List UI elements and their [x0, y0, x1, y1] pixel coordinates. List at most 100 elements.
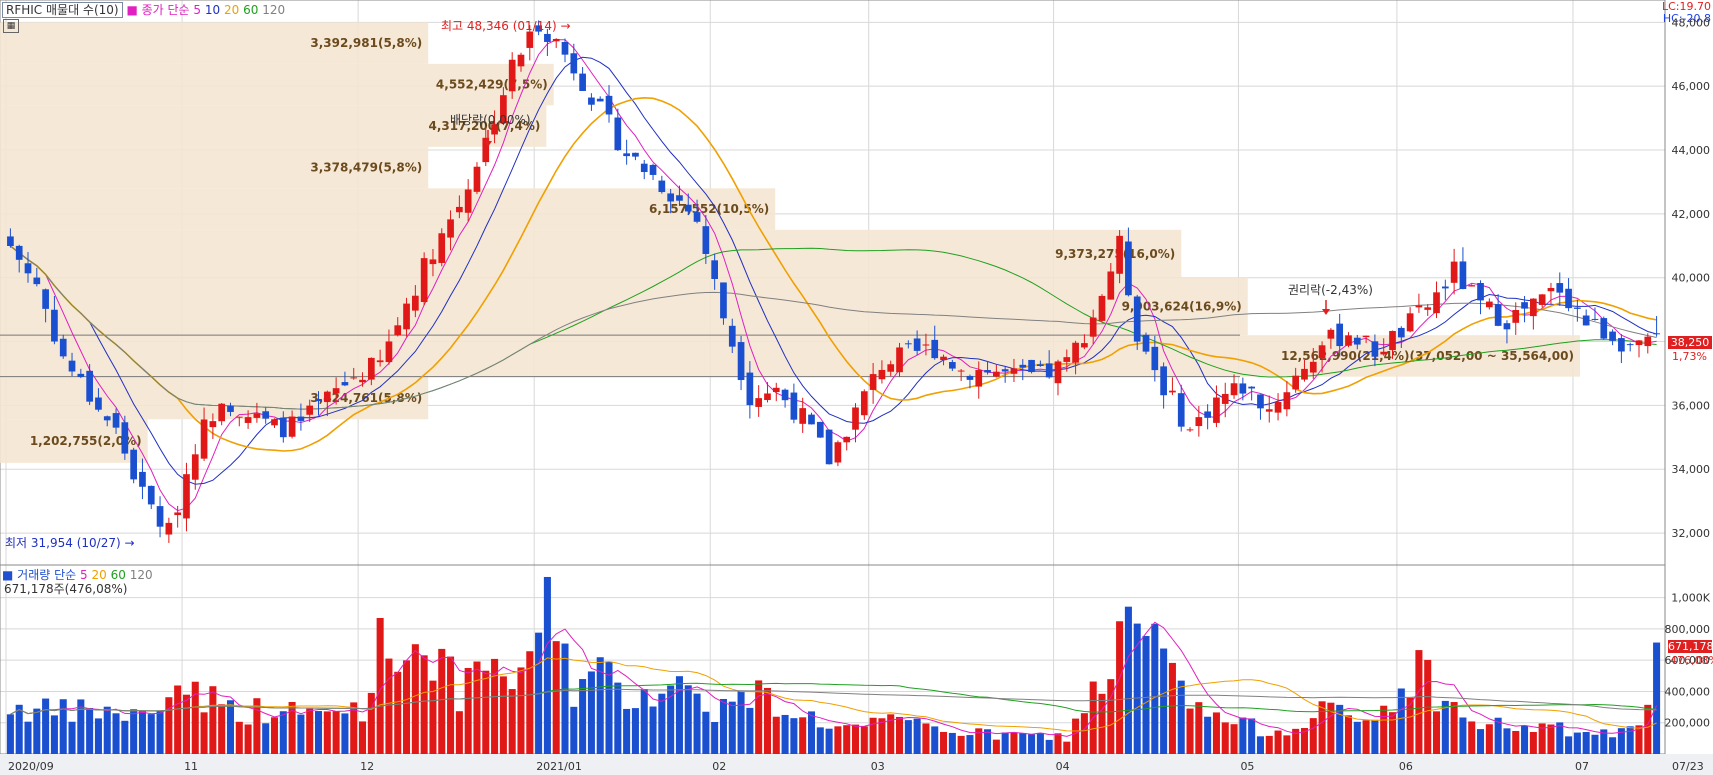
candle-body [1001, 369, 1009, 372]
volume-bar [693, 693, 701, 754]
volume-profile-bar [0, 335, 1580, 377]
candle-body [1565, 288, 1572, 309]
volume-bar [1142, 635, 1150, 754]
candle-body [764, 393, 771, 400]
volume-bar [182, 694, 190, 754]
candle-body [279, 417, 287, 438]
candle-body [1441, 286, 1449, 289]
volume-tick-label: 200,000 [1665, 717, 1711, 730]
candle-body [1494, 304, 1502, 326]
volume-bar [385, 658, 393, 754]
volume-bar [59, 699, 67, 754]
candle-body [1433, 292, 1440, 314]
volume-moving-averages [10, 621, 1658, 737]
volume-bar [244, 724, 252, 754]
candle-body [913, 338, 921, 351]
candle-body [1274, 402, 1282, 413]
rights-arrow-head [1322, 309, 1330, 315]
volume-bars [6, 576, 1661, 754]
volume-bar [1309, 718, 1317, 754]
price-header: RFHIC 매물대 수(10) ■ 종가 단순 5 10 20 60 120 [2, 1, 285, 18]
volume-bar [1573, 732, 1581, 754]
candle-body [1600, 318, 1608, 339]
candle-body [561, 41, 569, 55]
volume-bar [984, 729, 992, 754]
volume-bar [913, 718, 921, 754]
ma-period-60: 60 [243, 3, 259, 17]
volume-bar [94, 718, 102, 754]
candle-body [799, 408, 807, 424]
candle-body [1547, 287, 1555, 292]
volume-bar [1556, 722, 1564, 754]
volume-bar [781, 714, 789, 754]
volume-bar [279, 711, 287, 754]
candle-body [1045, 363, 1053, 378]
volume-bar [24, 721, 32, 754]
volume-bar [367, 692, 375, 754]
volume-bar [323, 711, 331, 754]
volume-bar [297, 714, 305, 754]
volume-bar [719, 698, 727, 754]
candle-body [473, 166, 481, 192]
candle-body [1142, 334, 1150, 352]
volume-bar [1177, 680, 1185, 754]
volume-bar [508, 689, 516, 754]
candles [7, 20, 1660, 543]
candle-body [667, 193, 674, 202]
volume-bar [940, 731, 948, 754]
volume-bar [1133, 623, 1141, 754]
volume-bar [1239, 717, 1247, 754]
volume-bar [209, 686, 217, 754]
volume-bar [834, 726, 842, 754]
candle-body [412, 295, 419, 311]
volume-bar [191, 681, 199, 754]
price-tick-label: 48,000 [1672, 16, 1711, 29]
dividend-arrow-head [484, 141, 492, 147]
volume-bar [1098, 693, 1106, 754]
corner-lc: LC:19.70 [1661, 0, 1711, 13]
volume-bar [887, 714, 895, 754]
volume-bar [755, 680, 763, 754]
candle-body [218, 403, 226, 422]
rights-annotation: 권리락(-2,43%) [1288, 283, 1373, 297]
grid-toggle-icon[interactable]: ▦ [3, 19, 19, 33]
last-price-badge: 38,250 [1668, 336, 1712, 349]
ma-period-120: 120 [262, 3, 286, 17]
volume-bar [649, 706, 657, 754]
candle-body [570, 53, 578, 74]
candle-body [1380, 351, 1388, 355]
candle-body [737, 342, 745, 381]
candle-body [966, 375, 974, 380]
symbol-selector[interactable]: RFHIC 매물대 수(10) [2, 2, 123, 18]
ma-line-20 [9, 96, 1657, 452]
volume-bar [614, 682, 622, 754]
volume-bar [156, 710, 164, 754]
volume-bar [270, 717, 279, 754]
volume-bar [587, 671, 595, 754]
volume-bar [878, 718, 886, 754]
candle-body [746, 372, 754, 406]
axes: 48,00046,00044,00042,00040,00038,00036,0… [0, 16, 1713, 775]
candle-body [359, 379, 366, 383]
volume-bar [1168, 662, 1176, 754]
candle-body [24, 263, 32, 274]
volume-bar [455, 711, 463, 754]
volume-bar [1635, 725, 1643, 754]
candle-body [1618, 338, 1625, 352]
volume-bar [667, 685, 675, 754]
volume-bar [306, 708, 314, 754]
candle-body [350, 377, 358, 379]
ma-period-5: 5 [193, 3, 202, 17]
candle-body [420, 258, 428, 303]
candle-body [869, 374, 877, 390]
candle-body [183, 474, 190, 519]
candle-body [649, 164, 657, 175]
volume-bar [1529, 732, 1537, 754]
candle-body [1301, 368, 1308, 380]
candle-body [341, 382, 349, 386]
candle-body [403, 303, 410, 330]
candle-body [68, 360, 76, 372]
volume-bar [121, 720, 129, 754]
candle-body [711, 260, 719, 279]
